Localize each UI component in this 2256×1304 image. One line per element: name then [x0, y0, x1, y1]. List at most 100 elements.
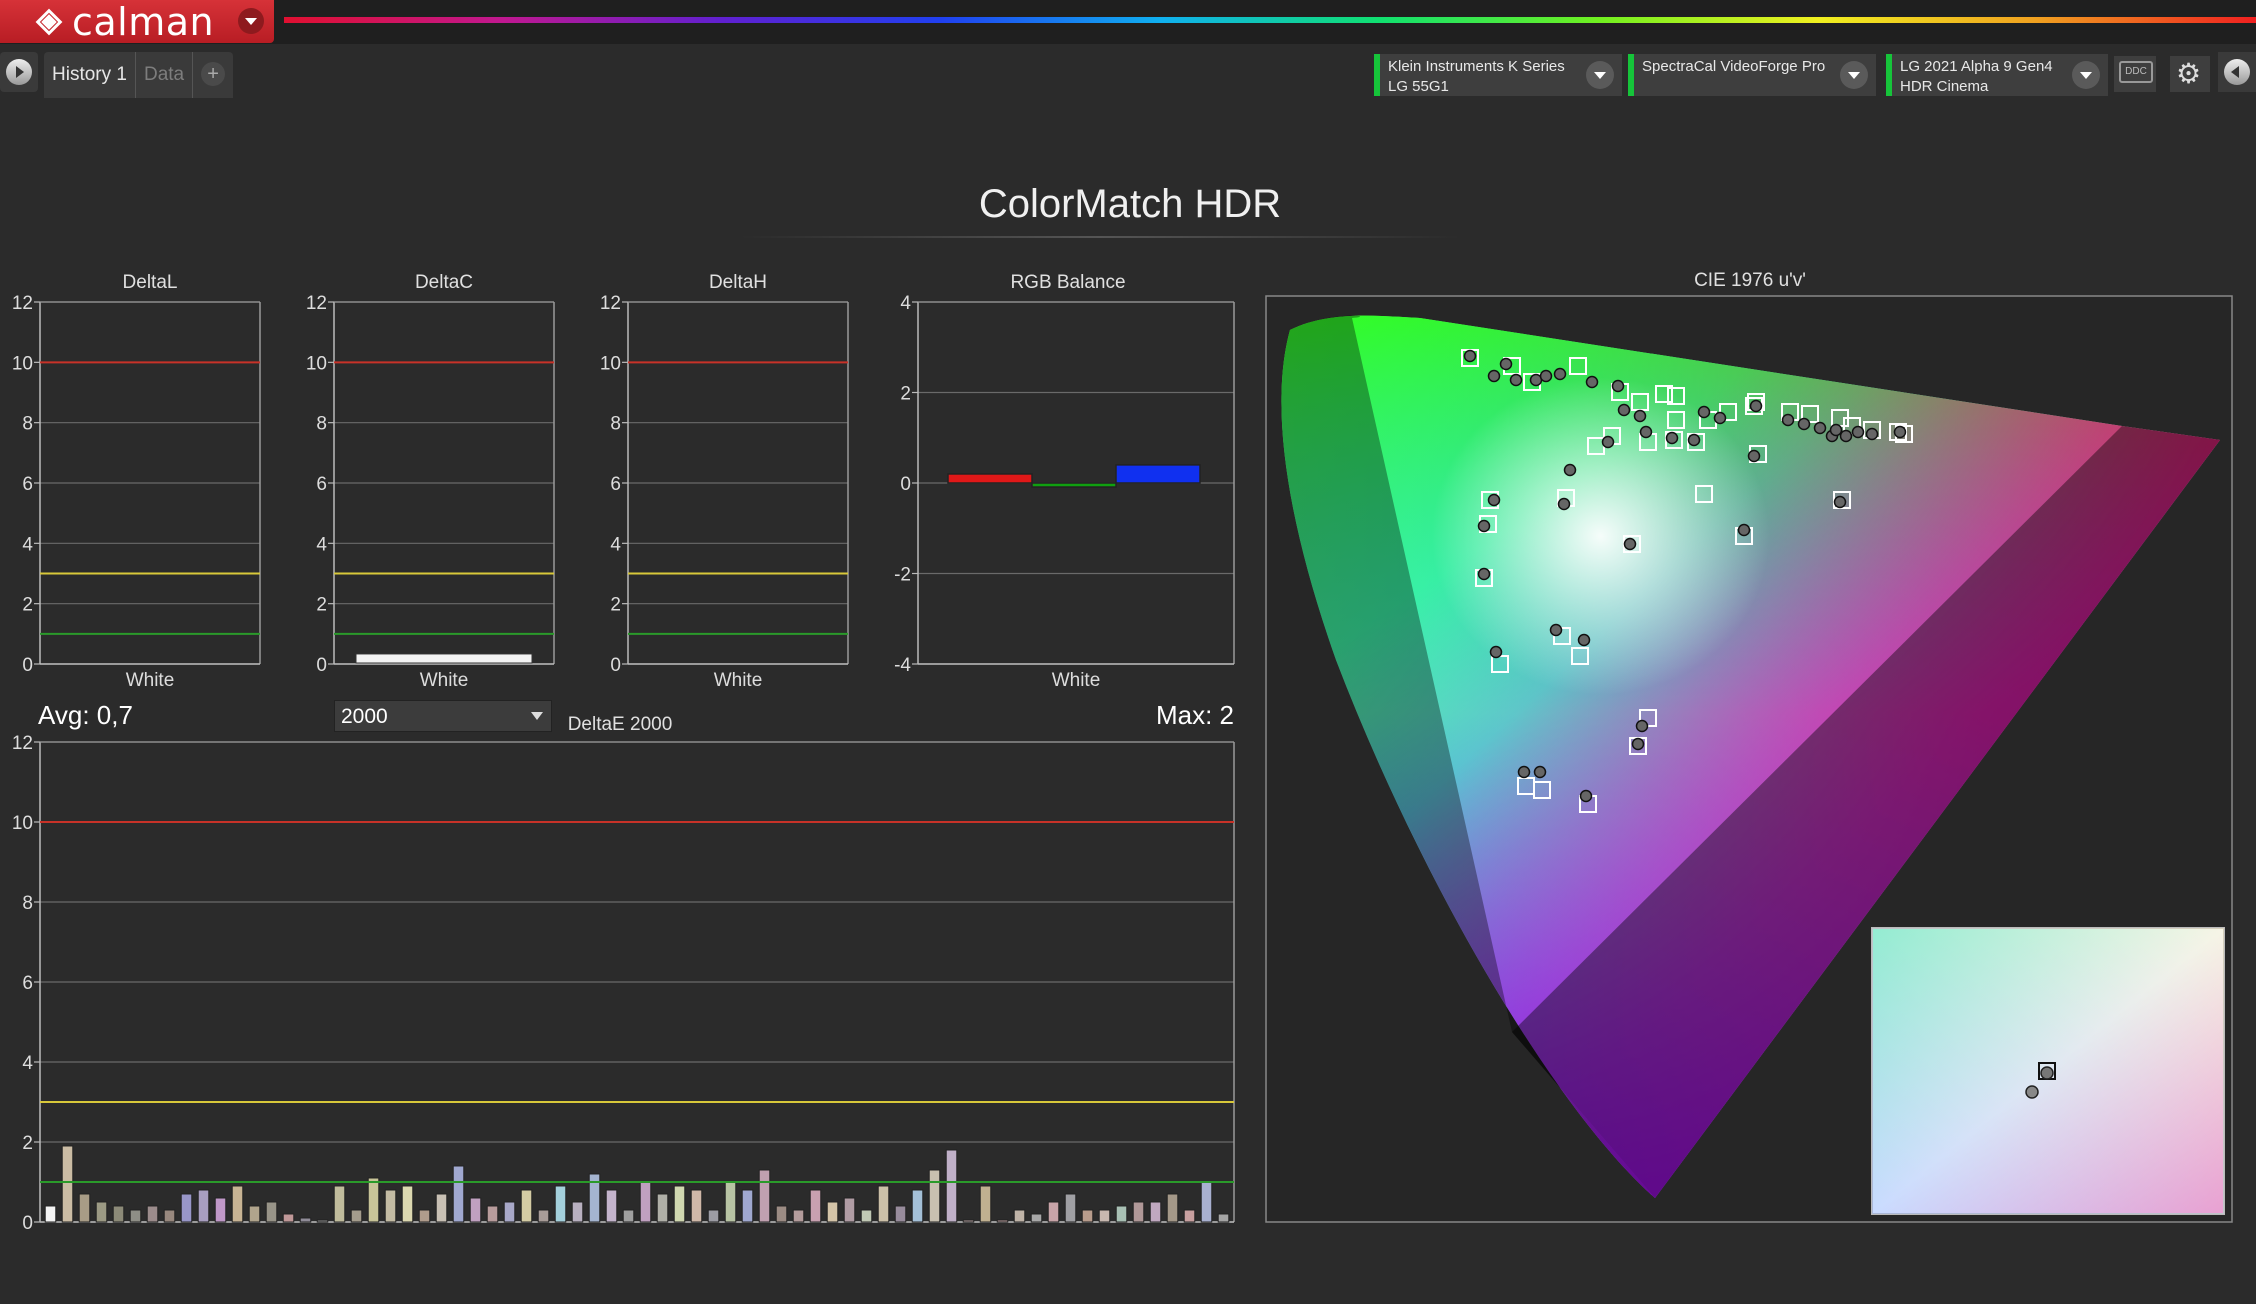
deltac-title: DeltaC	[414, 272, 474, 293]
deltah-x-label: White	[714, 670, 763, 691]
cie-measured-point	[1687, 433, 1701, 447]
deltae-bar	[996, 1219, 1009, 1223]
deltal-ytick-label: 6	[22, 474, 33, 495]
deltae-bar	[197, 1189, 210, 1223]
cie-measured-point	[1477, 567, 1491, 581]
deltae-bar	[112, 1205, 125, 1223]
deltae-title: DeltaE 2000	[567, 714, 673, 735]
add-tab-button[interactable]: +	[192, 52, 233, 98]
cie-measured-point	[1577, 633, 1591, 647]
deltae-bar	[384, 1189, 397, 1223]
deltae-bar	[928, 1169, 941, 1223]
cie-measured-point	[1829, 423, 1843, 437]
cie-target-marker	[1843, 417, 1861, 435]
deltac-ytick-label: 8	[316, 414, 327, 435]
deltae-bar	[299, 1217, 312, 1223]
calman-logo-menu[interactable]: calman	[0, 0, 274, 44]
cie-measured-point	[1781, 413, 1795, 427]
meter-selector[interactable]: Klein Instruments K Series LG 55G1	[1374, 54, 1622, 96]
deltae-bar	[333, 1185, 346, 1223]
display-selector[interactable]: LG 2021 Alpha 9 Gen4 HDR Cinema	[1886, 54, 2108, 96]
deltae-bar	[95, 1201, 108, 1223]
tab-data[interactable]: Data	[134, 52, 192, 98]
deltac-ytick-label: 2	[316, 595, 327, 616]
generator-selector[interactable]: SpectraCal VideoForge Pro	[1628, 54, 1876, 96]
chevron-down-icon[interactable]	[1586, 61, 1614, 89]
deltal-x-label: White	[126, 670, 175, 691]
cie-measured-point	[1865, 427, 1879, 441]
cie-measured-point	[1489, 645, 1503, 659]
deltae-bar	[180, 1193, 193, 1223]
rgb-balance-bar-b	[1115, 464, 1201, 484]
rgb-balance-ytick-label: 0	[900, 474, 911, 495]
toolbar: History 1 Data + Klein Instruments K Ser…	[0, 48, 2256, 98]
deltae-bar	[605, 1189, 618, 1223]
deltae-bar	[690, 1189, 703, 1223]
chevron-down-icon[interactable]	[238, 8, 264, 34]
cie-measured-point	[1487, 493, 1501, 507]
title-divider	[740, 236, 1460, 238]
deltae-bar	[1183, 1209, 1196, 1223]
deltae-bar	[792, 1209, 805, 1223]
deltae-formula-select[interactable]: 2000	[334, 700, 552, 732]
cie-measured-point	[1517, 765, 1531, 779]
deltac-ytick-label: 4	[316, 534, 327, 555]
cie-target-marker	[1695, 485, 1713, 503]
deltae-bar	[1200, 1181, 1213, 1223]
ddc-button[interactable]: DDC	[2114, 56, 2156, 92]
deltae-bar	[78, 1193, 91, 1223]
deltae-bar	[843, 1197, 856, 1223]
cie-white-point-glow	[1281, 315, 2220, 1198]
deltae-bar	[469, 1197, 482, 1223]
deltae-bar	[367, 1177, 380, 1223]
deltah-ytick-label: 2	[610, 595, 621, 616]
deltal-title: DeltaL	[122, 272, 178, 293]
zoom-measured-point-2	[2025, 1085, 2039, 1099]
meter-name: Klein Instruments K Series	[1388, 58, 1565, 75]
deltae-bar	[1047, 1201, 1060, 1223]
deltae-bar	[1166, 1193, 1179, 1223]
zoom-measured-point	[2040, 1066, 2054, 1080]
cie-target-marker	[1571, 647, 1589, 665]
rainbow-bar	[284, 17, 2256, 23]
chart-marks: 0 2 4 6 8 10 12 White 0 2 4 6 8 10 12 White 0 2 4 6 8 10 12 Whi…	[12, 293, 1913, 1234]
cie-measured-point	[1737, 523, 1751, 537]
deltae-bar	[520, 1189, 533, 1223]
deltae-bar	[452, 1165, 465, 1223]
deltae-bar	[775, 1205, 788, 1223]
forward-button[interactable]	[0, 52, 38, 92]
deltae-bar	[1217, 1213, 1230, 1223]
deltac-ytick-label: 10	[306, 353, 327, 374]
cie-measured-point	[1749, 399, 1763, 413]
cie-measured-point	[1477, 519, 1491, 533]
deltae-bar	[129, 1209, 142, 1223]
deltae-bar	[248, 1205, 261, 1223]
tab-history-1[interactable]: History 1	[52, 64, 127, 85]
cie-measured-point	[1499, 357, 1513, 371]
chevron-down-icon[interactable]	[1840, 61, 1868, 89]
cie-target-marker	[1667, 387, 1685, 405]
deltae-bar	[724, 1181, 737, 1223]
deltah-ytick-label: 6	[610, 474, 621, 495]
cie-measured-point	[1557, 497, 1571, 511]
rgb-balance-ytick-label: -4	[894, 655, 911, 676]
cie-measured-point	[1713, 411, 1727, 425]
deltae-ytick-label: 12	[12, 733, 33, 754]
cie-measured-point	[1463, 349, 1477, 363]
chevron-down-icon[interactable]	[2072, 61, 2100, 89]
cie-measured-point	[1533, 765, 1547, 779]
deltal-ytick-label: 4	[22, 534, 33, 555]
deltae-bar	[44, 1205, 57, 1223]
top-bar: calman	[0, 0, 2256, 44]
deltah-ytick-label: 12	[600, 293, 621, 314]
collapse-button[interactable]	[2218, 52, 2256, 92]
calman-logo-icon	[32, 5, 66, 39]
deltae-bar	[1132, 1201, 1145, 1223]
deltae-bar	[1149, 1201, 1162, 1223]
cie-measured-point	[1487, 369, 1501, 383]
deltae-ytick-label: 6	[22, 973, 33, 994]
deltae-bar	[61, 1145, 74, 1223]
settings-button[interactable]: ⚙	[2170, 56, 2210, 92]
cie-measured-point	[1623, 537, 1637, 551]
cie-target-marker	[1833, 491, 1851, 509]
